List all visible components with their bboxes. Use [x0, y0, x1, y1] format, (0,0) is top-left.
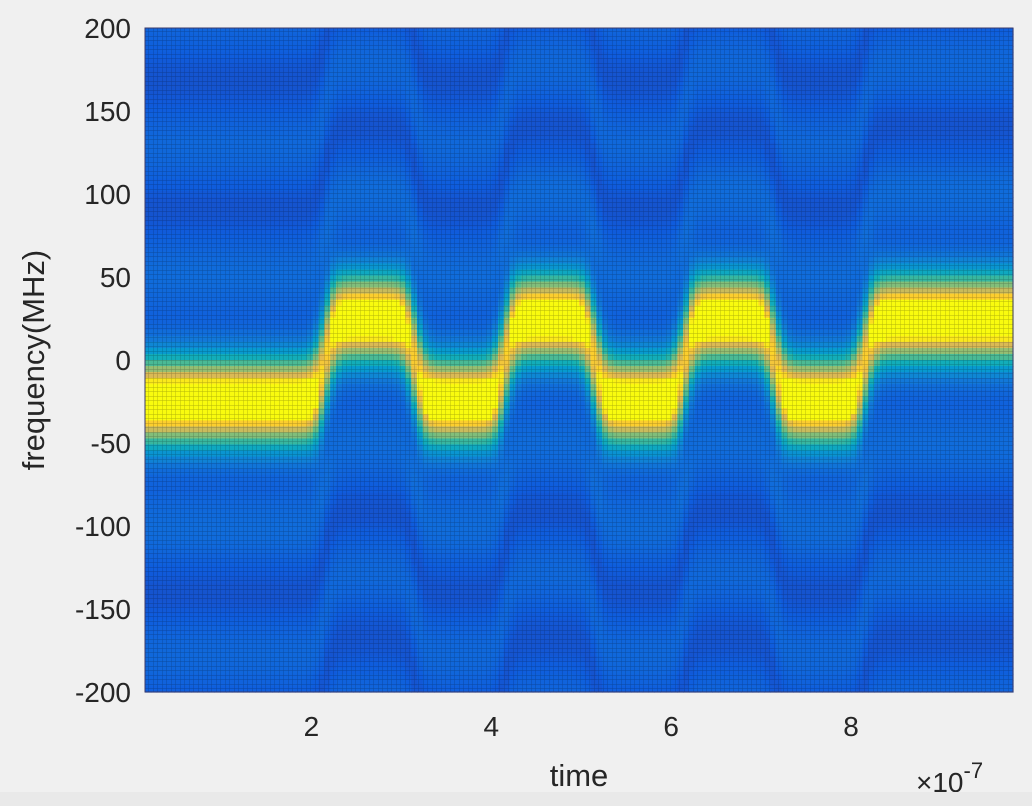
plot-area: [144, 27, 1014, 693]
